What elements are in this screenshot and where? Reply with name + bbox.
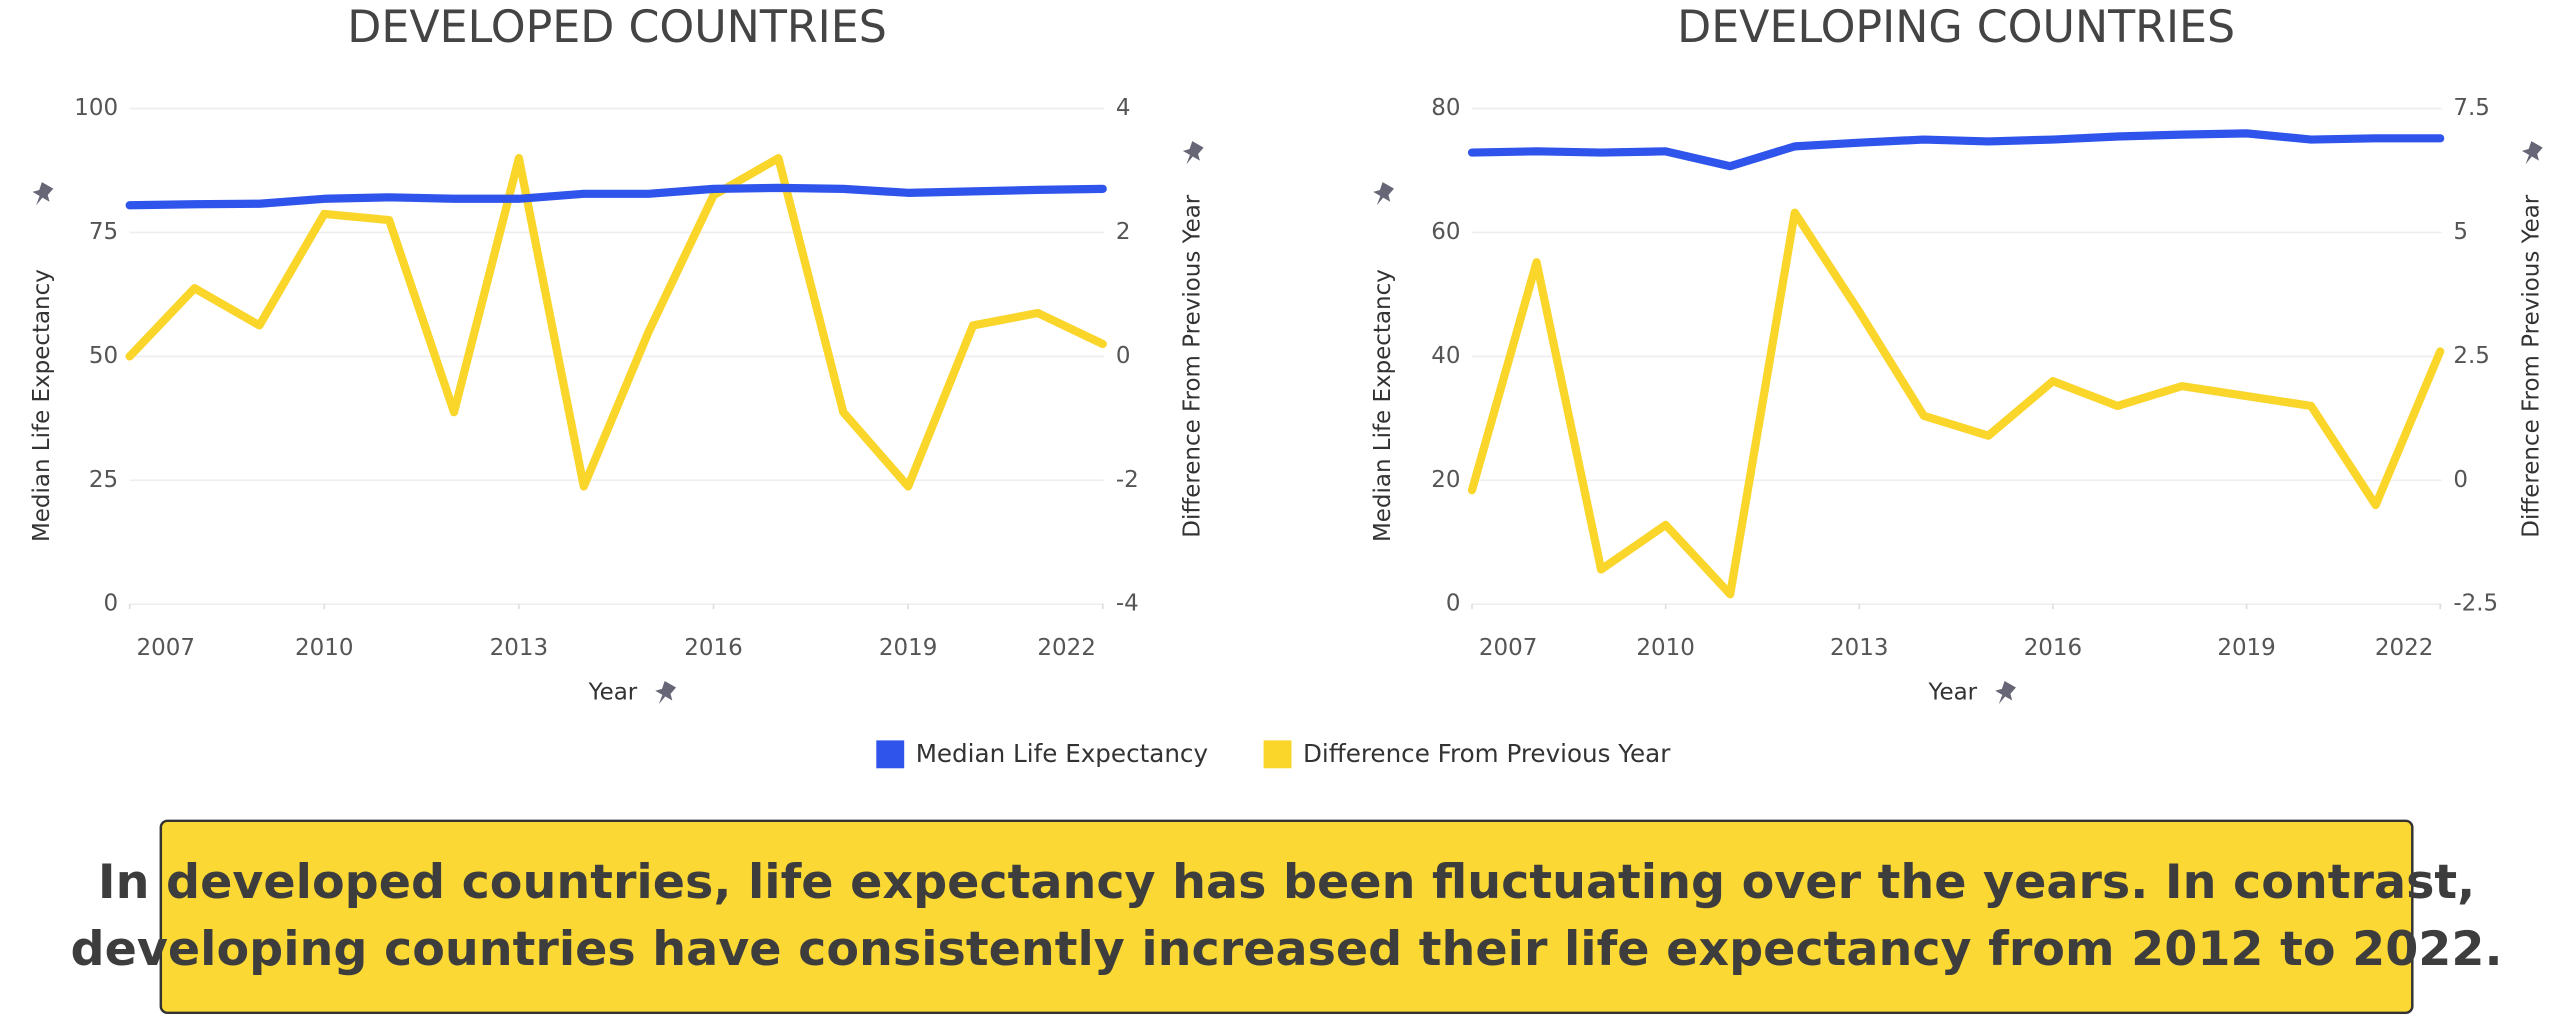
y2-axis-title: Difference From Previous Year [2519,194,2545,537]
pin-icon [1995,680,2016,705]
caption-line: In developed countries, life expectancy … [98,855,2475,910]
y-tick-label: 40 [1431,343,1460,369]
y2-tick-label: 4 [1116,95,1131,121]
y-axis-title: Median Life Expectancy [1370,269,1396,542]
x-tick-label: 2016 [2024,635,2082,661]
y2-tick-label: 2.5 [2453,343,2490,369]
x-tick-label: 2013 [490,635,548,661]
caption-box [159,819,2414,1015]
y-tick-label: 25 [89,467,118,493]
y-tick-label: 80 [1431,95,1460,121]
y-tick-label: 75 [89,219,118,245]
y2-tick-label: 0 [1116,343,1131,369]
x-tick-label: 2016 [684,635,742,661]
legend-label: Median Life Expectancy [916,739,1208,768]
x-tick-label: 2019 [2217,635,2275,661]
x-tick-label: 2022 [2375,635,2433,661]
pin-icon [655,680,677,705]
pin-icon [1182,141,1204,165]
x-tick-label: 2010 [1636,635,1694,661]
y2-tick-label: -2 [1116,467,1139,493]
y-tick-label: 0 [1446,591,1461,617]
y2-tick-label: 5 [2453,219,2468,245]
legend-swatch [1263,740,1292,769]
y-tick-label: 60 [1431,219,1460,245]
y-tick-label: 50 [89,343,118,369]
y-axis-title: Median Life Expectancy [29,269,55,542]
chart-title: DEVELOPED COUNTRIES [347,2,887,53]
pin-icon [32,182,54,206]
chart-title: DEVELOPING COUNTRIES [1677,2,2235,53]
line-series [1467,129,2445,171]
y2-tick-label: 7.5 [2453,95,2490,121]
y2-axis-title: Difference From Previous Year [1180,194,1206,537]
legend-label: Difference From Previous Year [1303,739,1671,768]
line-series [125,183,1107,210]
y-tick-label: 0 [104,591,119,617]
x-tick-label: 2019 [879,635,937,661]
pin-icon [2521,141,2543,165]
y2-tick-label: 0 [2453,467,2468,493]
x-tick-label: 2013 [1830,635,1888,661]
x-tick-label: 2007 [137,635,195,661]
x-tick-label: 2007 [1479,635,1537,661]
y-tick-label: 20 [1431,467,1460,493]
caption-line: developing countries have consistently i… [71,922,2503,977]
pin-icon [1373,182,1394,206]
y-tick-label: 100 [74,95,118,121]
x-axis-title: Year [588,679,638,705]
x-tick-label: 2022 [1037,635,1095,661]
line-series [1467,208,2445,599]
x-axis-title: Year [1928,679,1978,705]
x-tick-label: 2010 [295,635,353,661]
legend-swatch [876,740,905,769]
y2-tick-label: 2 [1116,219,1131,245]
y2-tick-label: -2.5 [2453,591,2498,617]
line-series [125,154,1107,491]
y2-tick-label: -4 [1116,591,1139,617]
